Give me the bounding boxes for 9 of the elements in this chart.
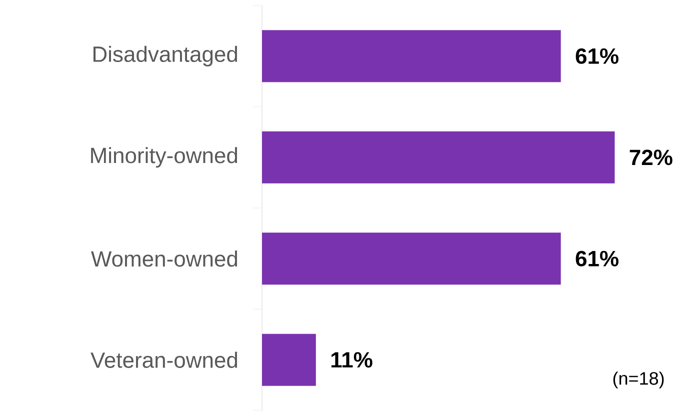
data-label: 72% xyxy=(630,150,672,166)
data-label: 61% xyxy=(576,250,618,266)
y-tick-label: Women-owned xyxy=(91,250,238,267)
annotation: (n=18) xyxy=(613,372,664,388)
y-tick-label: Minority-owned xyxy=(91,147,238,168)
y-tick-label: Veteran-owned xyxy=(90,352,238,368)
data-label: 61% xyxy=(576,48,618,64)
data-label: 11% xyxy=(331,352,372,368)
y-tick-label: Disadvantaged xyxy=(94,46,238,66)
